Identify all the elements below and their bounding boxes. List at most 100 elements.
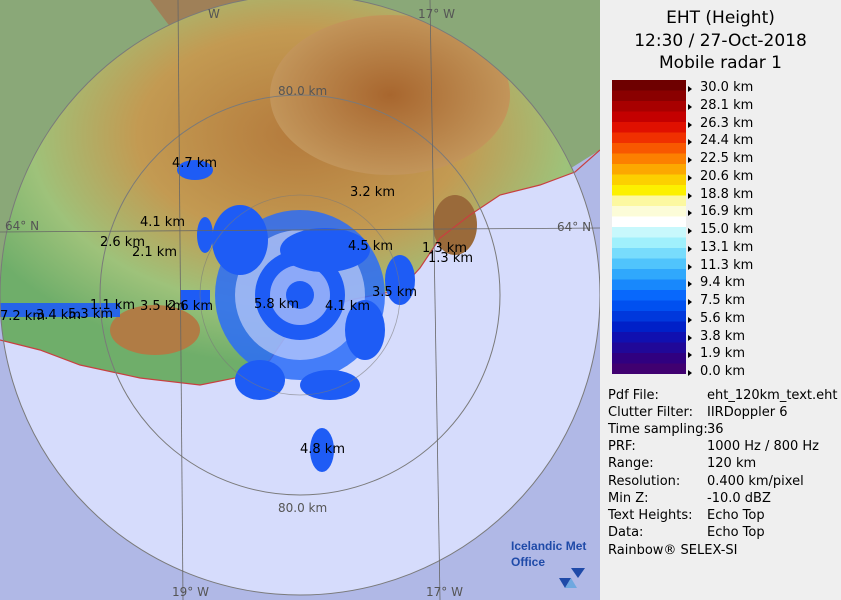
colorbar-tick (688, 334, 692, 341)
height-label: 2.1 km (132, 245, 177, 260)
colorbar-swatch (612, 311, 686, 322)
colorbar-swatch (612, 363, 686, 374)
colorbar-tick (688, 103, 692, 110)
colorbar-swatch (612, 80, 686, 91)
colorbar-label: 0.0 km (700, 364, 745, 379)
info-value: 36 (707, 422, 724, 438)
longitude-line-17w (429, 0, 441, 600)
info-value: eht_120km_text.eht (707, 388, 838, 403)
colorbar-label: 9.4 km (700, 275, 745, 291)
colorbar-label: 20.6 km (700, 168, 754, 184)
colorbar-tick (688, 86, 692, 92)
height-label: 4.7 km (172, 156, 217, 171)
colorbar-tick (688, 192, 692, 199)
info-key: Range: (608, 456, 654, 472)
colorbar-swatch (612, 132, 686, 144)
glacier-vatnajokull (270, 15, 510, 175)
radar-map[interactable]: 80.0 km 80.0 km 64° N 64° N 19° W 17° W … (0, 0, 600, 600)
colorbar-swatch (612, 332, 686, 343)
info-key: Clutter Filter: (608, 405, 693, 421)
colorbar-tick (688, 352, 692, 359)
height-label: 4.8 km (300, 442, 345, 457)
latitude-line-64n (0, 227, 600, 233)
range-ring-inner (199, 194, 401, 396)
colorbar-tick (688, 316, 692, 323)
height-label: 4.1 km (140, 215, 185, 230)
radar-echoes (0, 160, 415, 472)
lat-label-right: 64° N (557, 220, 591, 234)
height-label: 1.3 km (422, 241, 467, 256)
colorbar-tick (688, 139, 692, 146)
datetime-title: 12:30 / 27-Oct-2018 (634, 31, 807, 51)
colorbar-swatch (612, 143, 686, 154)
colorbar-swatch (612, 164, 686, 175)
range-ring-outer (0, 0, 600, 596)
colorbar-label: 5.6 km (700, 310, 745, 326)
info-key: Min Z: (608, 490, 649, 506)
glacier-east (433, 195, 477, 255)
colorbar-swatch (612, 227, 686, 238)
footer-credit: Rainbow® SELEX-SI (608, 543, 738, 558)
colorbar-swatch (612, 195, 686, 207)
info-key: Time sampling: (608, 422, 708, 438)
colorbar-label: 22.5 km (700, 151, 754, 166)
colorbar-swatch (612, 269, 686, 280)
glacier-myrdalsjokull (110, 305, 200, 355)
info-key: Text Heights: (608, 507, 693, 523)
info-key: Pdf File: (608, 388, 659, 403)
colorbar-label: 7.5 km (700, 293, 745, 308)
colorbar-swatch (612, 248, 686, 259)
height-colorbar (612, 80, 686, 374)
info-key: Resolution: (608, 473, 681, 489)
height-label: 1.1 km (90, 298, 135, 313)
info-value: 1000 Hz / 800 Hz (707, 439, 820, 455)
longitude-line-19w (177, 0, 184, 600)
colorbar-swatch (612, 153, 686, 165)
colorbar-swatch (612, 258, 686, 270)
height-label: 3.5 km (372, 285, 417, 300)
height-label: 2.6 km (100, 235, 145, 250)
colorbar-swatch (612, 279, 686, 291)
height-label: 1.3 km (428, 251, 473, 266)
colorbar-swatch (612, 111, 686, 123)
height-label: 3.5 km (140, 299, 185, 314)
colorbar-tick (688, 174, 692, 181)
colorbar-tick (688, 245, 692, 252)
lat-label-left: 64° N (5, 219, 39, 233)
colorbar-swatch (612, 342, 686, 354)
range-label-bottom: 80.0 km (278, 501, 327, 515)
height-label: 3.4 km (36, 308, 81, 323)
colorbar-tick (688, 281, 692, 288)
height-label: 4.5 km (348, 239, 393, 254)
colorbar-tick (688, 121, 692, 128)
colorbar-swatch (612, 206, 686, 217)
colorbar-tick (688, 228, 692, 234)
height-label: 7.2 km (0, 309, 45, 324)
colorbar-label: 28.1 km (700, 97, 754, 113)
height-label: 2.6 km (168, 299, 213, 314)
info-key: Data: (608, 524, 644, 540)
colorbar-label: 3.8 km (700, 328, 745, 344)
echo-height-labels: 4.7 km 3.2 km 4.1 km 2.6 km 2.1 km 4.5 k… (0, 156, 473, 457)
colorbar-swatch (612, 101, 686, 112)
colorbar-label: 1.9 km (700, 346, 745, 362)
colorbar-tick (688, 299, 692, 305)
radar-map-canvas: 80.0 km 80.0 km 64° N 64° N 19° W 17° W … (0, 0, 600, 600)
logo-line1: Icelandic Met (511, 539, 586, 553)
height-label: 4.1 km (325, 299, 370, 314)
colorbar-label: 30.0 km (700, 80, 754, 95)
lon-label-19w: 19° W (172, 585, 209, 599)
info-value: 0.400 km/pixel (707, 473, 804, 489)
info-key: PRF: (608, 439, 636, 455)
colorbar-tick (688, 157, 692, 163)
info-value: 120 km (707, 456, 757, 472)
info-value: IIRDoppler 6 (707, 405, 788, 421)
colorbar-swatch (612, 174, 686, 186)
lon-label-17w-bottom: 17° W (426, 585, 463, 599)
info-value: Echo Top (707, 507, 765, 523)
info-value: -10.0 dBZ (707, 490, 771, 506)
radar-title: Mobile radar 1 (659, 53, 782, 73)
colorbar-label: 26.3 km (700, 115, 754, 131)
colorbar-swatch (612, 90, 686, 102)
colorbar-label: 11.3 km (700, 257, 754, 273)
